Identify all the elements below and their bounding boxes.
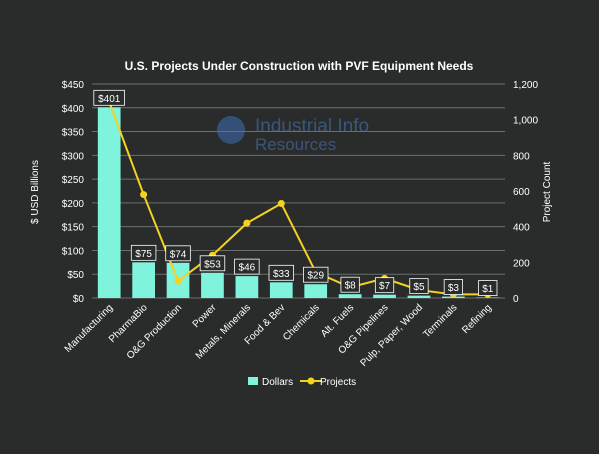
data-label: $46 xyxy=(239,263,256,274)
y-tick-label: $400 xyxy=(62,104,85,115)
data-label: $8 xyxy=(345,281,357,292)
y-tick-label: $150 xyxy=(62,223,85,234)
y2-tick-label: 1,000 xyxy=(513,116,538,127)
y-tick-label: $300 xyxy=(62,151,85,162)
bar-dollars xyxy=(339,294,362,298)
projects-point xyxy=(175,278,182,285)
y-tick-label: $250 xyxy=(62,175,85,186)
y-tick-label: $450 xyxy=(62,80,85,91)
y2-axis-label: Project Count xyxy=(542,161,553,222)
projects-point xyxy=(278,200,285,207)
y2-tick-label: 600 xyxy=(513,187,530,198)
y-axis-label: $ USD Billions xyxy=(30,160,41,224)
bar-dollars xyxy=(373,295,396,298)
data-label: $401 xyxy=(98,94,121,105)
data-label: $7 xyxy=(379,281,391,292)
bar-dollars xyxy=(270,282,293,298)
legend-projects-marker xyxy=(308,378,315,385)
y-tick-label: $0 xyxy=(73,294,85,305)
bar-dollars xyxy=(304,284,327,298)
data-label: $29 xyxy=(307,271,324,282)
data-label: $74 xyxy=(170,249,187,260)
y2-tick-label: 0 xyxy=(513,294,519,305)
y-tick-label: $50 xyxy=(67,270,84,281)
y2-tick-label: 1,200 xyxy=(513,80,538,91)
y2-tick-label: 800 xyxy=(513,151,530,162)
data-label: $53 xyxy=(204,259,221,270)
legend-dollars-label: Dollars xyxy=(262,377,293,388)
bar-dollars xyxy=(132,262,155,298)
chart-title: U.S. Projects Under Construction with PV… xyxy=(125,59,474,73)
watermark-globe-icon xyxy=(217,116,245,144)
watermark-line1: Industrial Info xyxy=(255,116,369,137)
data-label: $33 xyxy=(273,269,290,280)
y2-tick-label: 200 xyxy=(513,258,530,269)
legend-dollars-swatch xyxy=(248,377,258,385)
data-label: $75 xyxy=(135,249,152,260)
y2-tick-label: 400 xyxy=(513,223,530,234)
data-label: $3 xyxy=(448,283,460,294)
y-tick-label: $100 xyxy=(62,246,85,257)
legend-projects-label: Projects xyxy=(320,377,356,388)
projects-point xyxy=(243,220,250,227)
data-label: $5 xyxy=(413,282,425,293)
y-tick-label: $350 xyxy=(62,128,85,139)
bar-dollars xyxy=(236,276,259,298)
bar-dollars xyxy=(408,296,431,298)
watermark-line2: Resources xyxy=(255,135,336,154)
projects-point xyxy=(140,191,147,198)
bar-dollars xyxy=(201,273,224,298)
data-label: $1 xyxy=(482,284,494,295)
bar-dollars xyxy=(98,107,121,298)
y-tick-label: $200 xyxy=(62,199,85,210)
